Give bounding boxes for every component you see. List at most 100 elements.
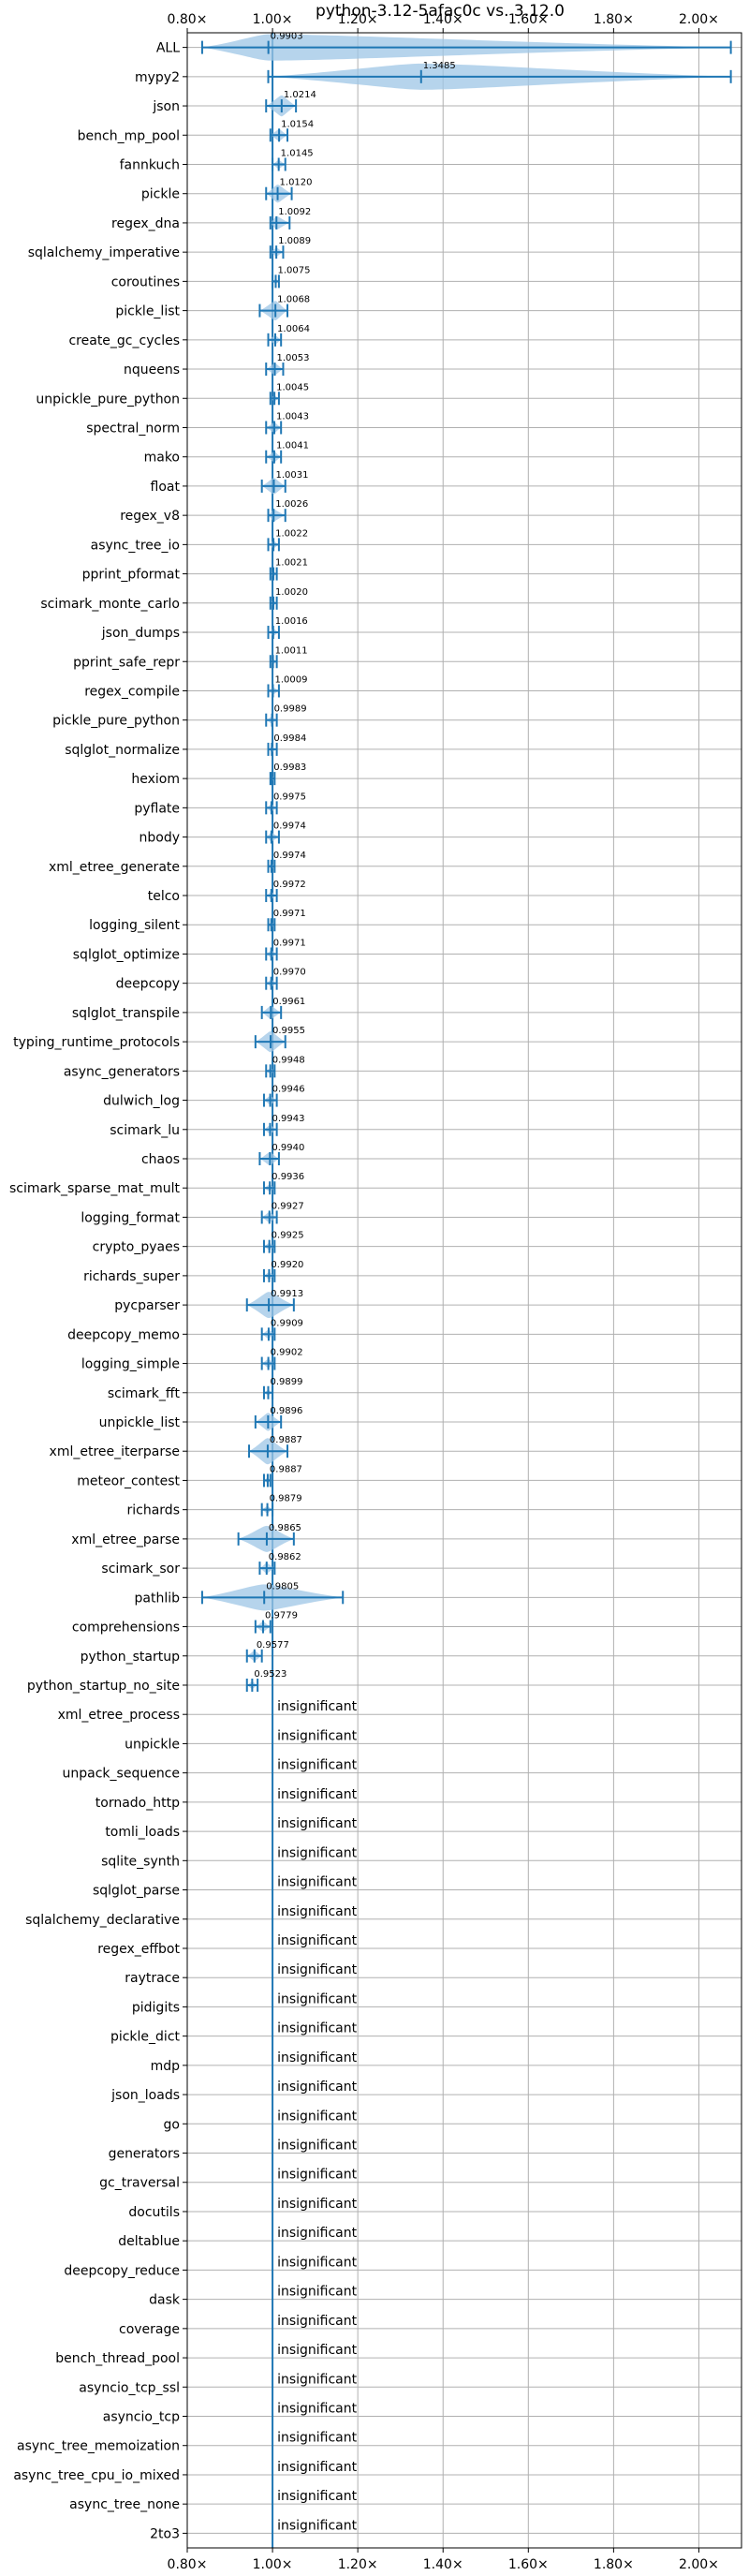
benchmark-label: async_generators [64, 1064, 180, 1079]
benchmark-mark: 0.9974 [267, 851, 306, 873]
benchmark-label: python_startup [81, 1650, 180, 1665]
insignificant-label: insignificant [277, 1845, 358, 1860]
benchmark-label: pycparser [114, 1298, 180, 1313]
benchmark-mark: insignificant [277, 2080, 358, 2095]
value-label: 1.3485 [423, 61, 456, 71]
benchmark-mark: insignificant [277, 1758, 358, 1773]
x-tick-label-top: 1.60× [508, 12, 549, 27]
benchmark-mark: 0.9862 [258, 1552, 301, 1576]
benchmark-mark: 0.9896 [254, 1406, 302, 1431]
insignificant-label: insignificant [277, 2343, 358, 2358]
insignificant-label: insignificant [277, 1962, 358, 1977]
benchmark-label: nbody [140, 831, 181, 846]
benchmark-mark: 0.9925 [262, 1231, 304, 1253]
benchmark-label: dask [149, 2293, 181, 2308]
value-label: 0.9946 [272, 1085, 305, 1095]
benchmark-mark: 1.0021 [269, 558, 308, 581]
insignificant-label: insignificant [277, 2518, 358, 2533]
benchmark-label: 2to3 [150, 2526, 180, 2541]
insignificant-label: insignificant [277, 2050, 358, 2065]
benchmark-label: regex_dna [111, 216, 180, 231]
value-label: 0.9805 [266, 1581, 299, 1591]
benchmark-label: raytrace [125, 1971, 180, 1986]
x-tick-label-top: 1.20× [338, 12, 378, 27]
insignificant-label: insignificant [277, 2168, 358, 2183]
benchmark-label: deltablue [118, 2234, 180, 2249]
benchmark-label: docutils [128, 2205, 180, 2220]
benchmark-mark: 1.0022 [267, 528, 308, 552]
benchmark-label: tomli_loads [105, 1825, 180, 1840]
benchmark-label: python_startup_no_site [27, 1679, 180, 1694]
benchmark-label: async_tree_cpu_io_mixed [13, 2468, 180, 2483]
benchmark-label: scimark_fft [108, 1386, 181, 1401]
value-label: 1.0064 [277, 324, 310, 334]
benchmark-label: asyncio_tcp [103, 2410, 180, 2425]
value-label: 0.9779 [265, 1611, 298, 1621]
benchmark-label: asyncio_tcp_ssl [79, 2380, 180, 2395]
value-label: 0.9909 [271, 1318, 303, 1328]
value-label: 0.9887 [270, 1464, 302, 1474]
benchmark-mark: 1.0154 [269, 119, 314, 142]
value-label: 0.9983 [273, 762, 306, 773]
x-tick-label-top: 2.00× [679, 12, 719, 27]
benchmark-mark: 0.9972 [265, 880, 306, 903]
benchmark-mark: insignificant [277, 1728, 358, 1743]
insignificant-label: insignificant [277, 2139, 358, 2154]
insignificant-label: insignificant [277, 2080, 358, 2095]
benchmark-label: gc_traversal [99, 2176, 180, 2191]
benchmark-label: crypto_pyaes [93, 1240, 180, 1255]
benchmark-mark: 1.0089 [269, 236, 311, 259]
insignificant-label: insignificant [277, 2197, 358, 2212]
benchmark-label: richards [127, 1503, 181, 1518]
insignificant-label: insignificant [277, 1933, 358, 1948]
value-label: 1.0045 [276, 382, 309, 392]
benchmark-label: deepcopy_reduce [64, 2263, 180, 2278]
insignificant-label: insignificant [277, 2226, 358, 2241]
value-label: 0.9970 [273, 968, 306, 978]
benchmark-label: telco [148, 889, 180, 904]
benchmark-label: xml_etree_process [58, 1708, 180, 1723]
benchmark-mark: insignificant [277, 2255, 358, 2270]
benchmark-label: json_loads [110, 2088, 180, 2103]
x-tick-label-bottom: 0.80× [168, 2557, 208, 2572]
benchmark-label: scimark_sparse_mat_mult [9, 1181, 180, 1196]
x-tick-label-top: 1.00× [253, 12, 293, 27]
insignificant-label: insignificant [277, 1875, 358, 1890]
benchmark-label: async_tree_none [69, 2497, 180, 2512]
benchmark-mark: insignificant [277, 1962, 358, 1977]
benchmark-label: xml_etree_generate [49, 860, 180, 875]
benchmark-mark: 0.9955 [254, 1026, 305, 1053]
value-label: 1.0043 [276, 411, 309, 422]
benchmark-label: sqlglot_transpile [72, 1006, 180, 1021]
benchmark-mark: 0.9971 [267, 909, 306, 932]
benchmark-mark: 0.9984 [267, 733, 306, 756]
benchmark-mark: insignificant [277, 2431, 358, 2446]
benchmark-mark: insignificant [277, 2402, 358, 2417]
benchmark-mark: 1.0041 [265, 441, 309, 464]
benchmark-label: logging_simple [81, 1357, 180, 1372]
x-tick-label-top: 0.80× [168, 12, 208, 27]
x-tick-label-top: 1.80× [594, 12, 634, 27]
benchmark-mark: 0.9887 [262, 1464, 302, 1488]
benchmark-mark: 0.9936 [262, 1172, 304, 1195]
plot-frame [186, 32, 742, 2549]
benchmark-mark: insignificant [277, 2226, 358, 2241]
benchmark-label: pathlib [135, 1591, 181, 1606]
insignificant-label: insignificant [277, 2255, 358, 2270]
benchmark-label: unpickle_pure_python [36, 392, 180, 407]
value-label: 1.0011 [275, 645, 308, 656]
benchmark-label: hexiom [131, 772, 180, 787]
value-label: 0.9865 [269, 1523, 301, 1533]
value-label: 0.9971 [273, 938, 306, 948]
x-tick-label-bottom: 1.40× [423, 2557, 463, 2572]
benchmark-label: ALL [156, 41, 180, 56]
insignificant-label: insignificant [277, 1904, 358, 1919]
benchmark-mark: 1.0145 [272, 148, 314, 171]
benchmark-label: json [152, 99, 180, 114]
axes-layer: 0.80× 0.80× 1.00× 1.00× 1.20× 1.20× 1.40× 1.40×… [9, 12, 742, 2572]
benchmark-label: sqlglot_parse [93, 1884, 180, 1899]
benchmark-label: chaos [141, 1152, 180, 1167]
benchmark-label: go [164, 2117, 180, 2132]
